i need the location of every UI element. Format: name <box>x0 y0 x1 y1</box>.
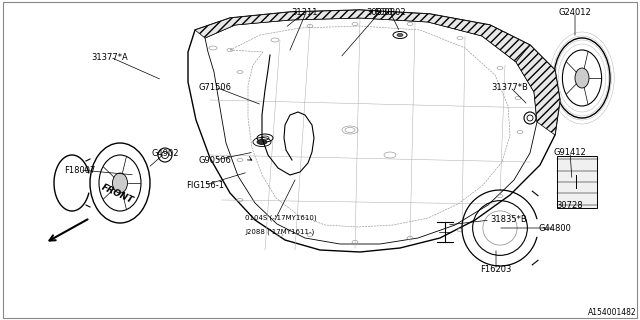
Text: E00802: E00802 <box>374 7 406 17</box>
Circle shape <box>397 34 403 36</box>
Polygon shape <box>195 10 530 62</box>
Text: G4902: G4902 <box>151 148 179 157</box>
Text: FRONT: FRONT <box>100 182 135 205</box>
Text: F18007: F18007 <box>64 165 96 174</box>
Text: J2088 ('17MY1611-): J2088 ('17MY1611-) <box>245 229 314 235</box>
Ellipse shape <box>113 173 127 193</box>
Text: G44800: G44800 <box>539 223 572 233</box>
Text: G91412: G91412 <box>554 148 586 156</box>
Text: 31835*B: 31835*B <box>490 215 527 225</box>
Text: 30938: 30938 <box>367 7 394 17</box>
Text: 30728: 30728 <box>557 201 583 210</box>
Text: A154001482: A154001482 <box>588 308 637 317</box>
Text: G71506: G71506 <box>198 83 232 92</box>
Text: FIG156-1: FIG156-1 <box>186 180 224 189</box>
Text: G90506: G90506 <box>198 156 232 164</box>
Polygon shape <box>516 45 560 135</box>
Text: 31311: 31311 <box>292 7 318 17</box>
Ellipse shape <box>575 68 589 88</box>
Circle shape <box>257 140 267 145</box>
Text: 0104S (-'17MY1610): 0104S (-'17MY1610) <box>245 215 317 221</box>
Text: F16203: F16203 <box>480 266 512 275</box>
Text: G24012: G24012 <box>559 7 591 17</box>
Text: 31377*B: 31377*B <box>492 83 529 92</box>
Bar <box>557 156 597 208</box>
Text: 31377*A: 31377*A <box>92 52 129 61</box>
